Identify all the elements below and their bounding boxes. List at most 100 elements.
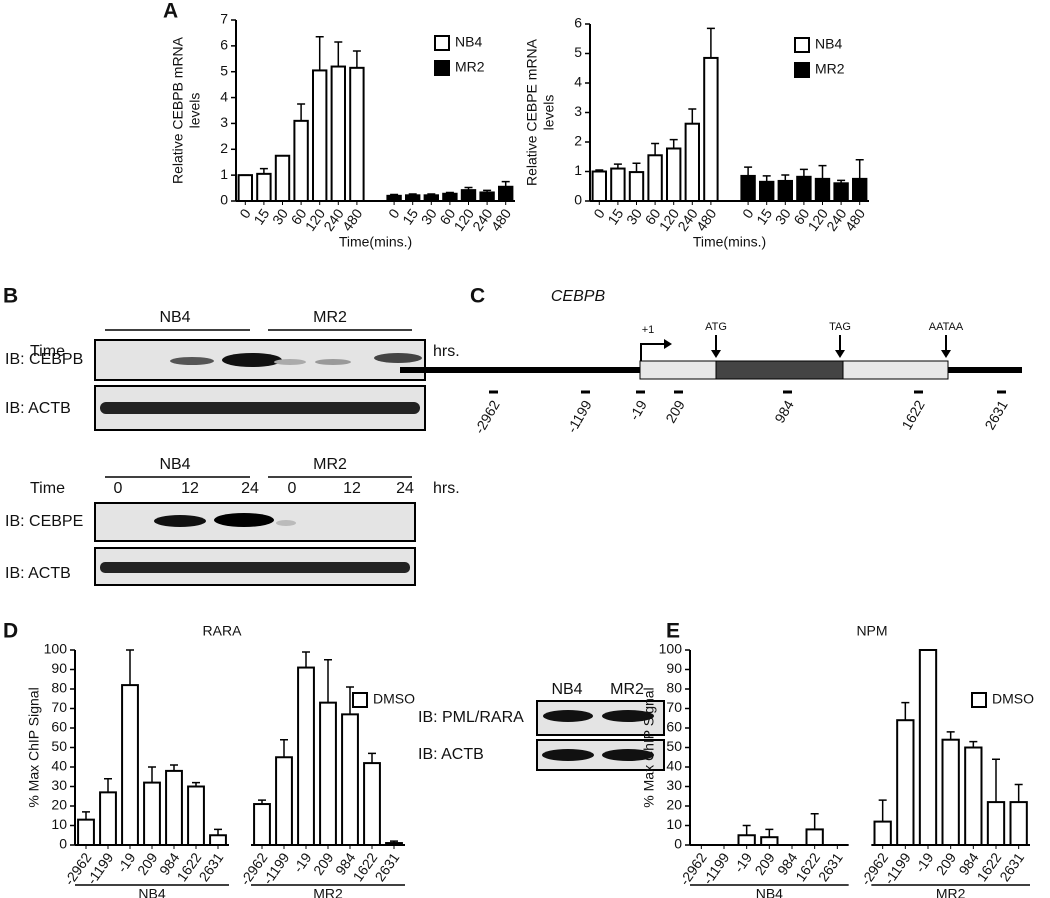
position-label: -19: [626, 397, 650, 423]
x-tick-label: 2631: [996, 850, 1027, 885]
error-bar: [762, 175, 771, 182]
bar: [498, 185, 514, 202]
y-axis-label: Relative CEBPB mRNA: [170, 36, 186, 184]
panel-label: E: [666, 620, 680, 643]
y-tick-label: 20: [51, 797, 67, 813]
bar: [986, 801, 1006, 846]
x-tick-label: 1622: [974, 850, 1005, 885]
bar: [319, 701, 337, 847]
error-bar: [82, 811, 90, 820]
error-bar: [810, 813, 819, 830]
band: [154, 515, 206, 527]
bar: [591, 170, 607, 202]
bar: [760, 836, 779, 847]
x-tick-label: 480: [339, 205, 366, 233]
y-tick-label: 60: [666, 719, 682, 735]
chart-title: RARA: [203, 623, 243, 639]
bar: [442, 192, 458, 202]
band: [315, 359, 351, 365]
error-bar: [170, 764, 178, 771]
utr: [842, 360, 949, 380]
bar: [852, 177, 868, 202]
lane-label: NB4: [551, 681, 582, 698]
error-bar: [148, 766, 156, 783]
legend-label: NB4: [455, 34, 482, 50]
panel-label: C: [470, 285, 485, 308]
bar: [297, 666, 315, 846]
error-bar: [297, 103, 306, 121]
band: [100, 562, 410, 573]
row-label: IB: ACTB: [5, 400, 71, 417]
band: [543, 710, 593, 722]
error-bar: [464, 186, 473, 191]
error-bar: [483, 189, 492, 193]
error-bar: [315, 36, 324, 71]
bar: [684, 122, 700, 202]
y-tick-label: 10: [666, 816, 682, 832]
band: [276, 520, 296, 526]
bar: [405, 194, 421, 203]
y-axis-label: levels: [541, 95, 557, 131]
bar: [349, 66, 365, 203]
western-blot: NB4 MR2 Time 0 12 24 0 12 24 hrs. IB: CE…: [5, 456, 460, 586]
group-label: MR2: [313, 456, 347, 473]
band: [602, 710, 654, 722]
error-bar: [613, 163, 622, 169]
error-bar: [390, 840, 398, 844]
legend-label: DMSO: [992, 691, 1034, 707]
legend-label: MR2: [815, 61, 845, 77]
position-label: -2962: [471, 397, 503, 436]
bar: [237, 174, 253, 202]
error-bar: [214, 828, 222, 836]
bar: [1009, 801, 1028, 846]
error-bar: [104, 777, 112, 793]
band: [222, 353, 282, 367]
bar: [256, 172, 272, 203]
bar: [737, 834, 756, 846]
band: [170, 357, 214, 365]
position-label: -1199: [564, 397, 595, 435]
bar: [479, 191, 495, 203]
row-label: IB: ACTB: [418, 746, 484, 763]
y-tick-label: 90: [666, 660, 682, 676]
bar: [740, 174, 756, 203]
legend-label: DMSO: [373, 691, 415, 707]
feature-label: +1: [642, 324, 655, 336]
bar: [647, 154, 663, 202]
error-bar: [1014, 783, 1023, 803]
y-tick-label: 10: [51, 816, 67, 832]
y-tick-label: 0: [220, 192, 228, 208]
bar: [363, 762, 381, 846]
bar: [628, 171, 645, 202]
band: [214, 513, 274, 527]
band: [374, 353, 422, 363]
panel-label: A: [163, 0, 178, 23]
time: 24: [241, 480, 259, 497]
bar: [386, 194, 402, 202]
bar: [423, 194, 439, 203]
y-tick-label: 2: [220, 140, 228, 156]
x-tick-label: 480: [693, 205, 720, 233]
western-blot: NB4 MR2 Time 0 12 24 0 12 24 hrs. IB: CE…: [5, 309, 460, 431]
panel-label: B: [3, 285, 18, 308]
feature-label: ATG: [705, 321, 727, 333]
y-tick-label: 70: [51, 699, 67, 715]
gene-diagram: CEBPB +1 ATG TAG AATAA -2962 -1199 -19 2…: [400, 288, 1022, 436]
x-tick-label: -19: [290, 849, 315, 875]
y-tick-label: 3: [220, 114, 228, 130]
y-tick-label: 40: [666, 758, 682, 774]
bar: [796, 175, 812, 202]
y-tick-label: 30: [51, 777, 67, 793]
feature-label: AATAA: [929, 321, 964, 333]
x-tick-label: 209: [310, 849, 337, 877]
band: [542, 749, 594, 761]
time-label: Time: [30, 343, 65, 360]
error-bar: [855, 158, 864, 179]
utr: [639, 360, 717, 380]
error-bar: [706, 27, 715, 58]
bar: [274, 154, 291, 202]
tss-arrow: [664, 339, 672, 349]
bar: [187, 785, 205, 846]
y-tick-label: 4: [220, 88, 228, 104]
error-bar: [501, 180, 510, 187]
